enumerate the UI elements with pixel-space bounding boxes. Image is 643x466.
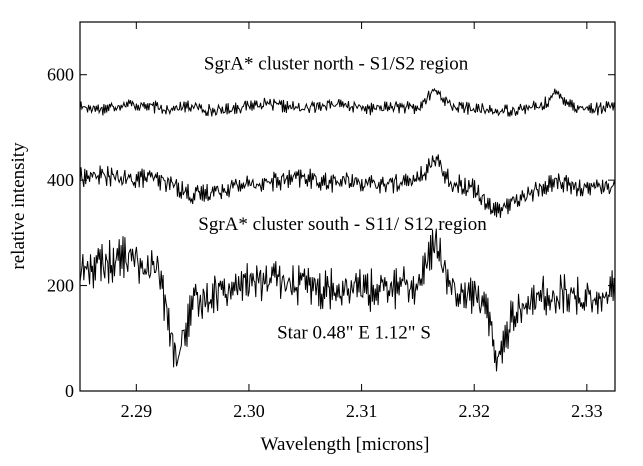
y-tick-label: 0 (65, 381, 74, 401)
annotation-layer: SgrA* cluster north - S1/S2 region SgrA* … (198, 53, 487, 343)
series-layer (79, 87, 616, 372)
y-axis-ticks: 0 200 400 600 (47, 65, 615, 401)
series-line (79, 154, 616, 218)
plot-frame (79, 21, 616, 392)
x-axis-ticks: 2.29 2.30 2.31 2.32 2.33 (121, 22, 603, 421)
x-tick-label: 2.31 (346, 401, 378, 421)
series-line (79, 228, 616, 372)
series-line (79, 87, 616, 117)
annotation-label: SgrA* cluster north - S1/S2 region (204, 53, 469, 74)
x-tick-label: 2.30 (233, 401, 265, 421)
y-tick-label: 600 (47, 65, 74, 85)
y-tick-label: 200 (47, 276, 74, 296)
x-tick-label: 2.32 (458, 401, 490, 421)
annotation-label: SgrA* cluster south - S11/ S12 region (198, 214, 487, 235)
y-tick-label: 400 (47, 170, 74, 190)
x-tick-label: 2.33 (571, 401, 603, 421)
annotation-label: Star 0.48" E 1.12" S (277, 322, 431, 343)
y-axis-title: relative intensity (8, 142, 29, 270)
x-tick-label: 2.29 (121, 401, 153, 421)
x-axis-title: Wavelength [microns] (261, 434, 430, 455)
